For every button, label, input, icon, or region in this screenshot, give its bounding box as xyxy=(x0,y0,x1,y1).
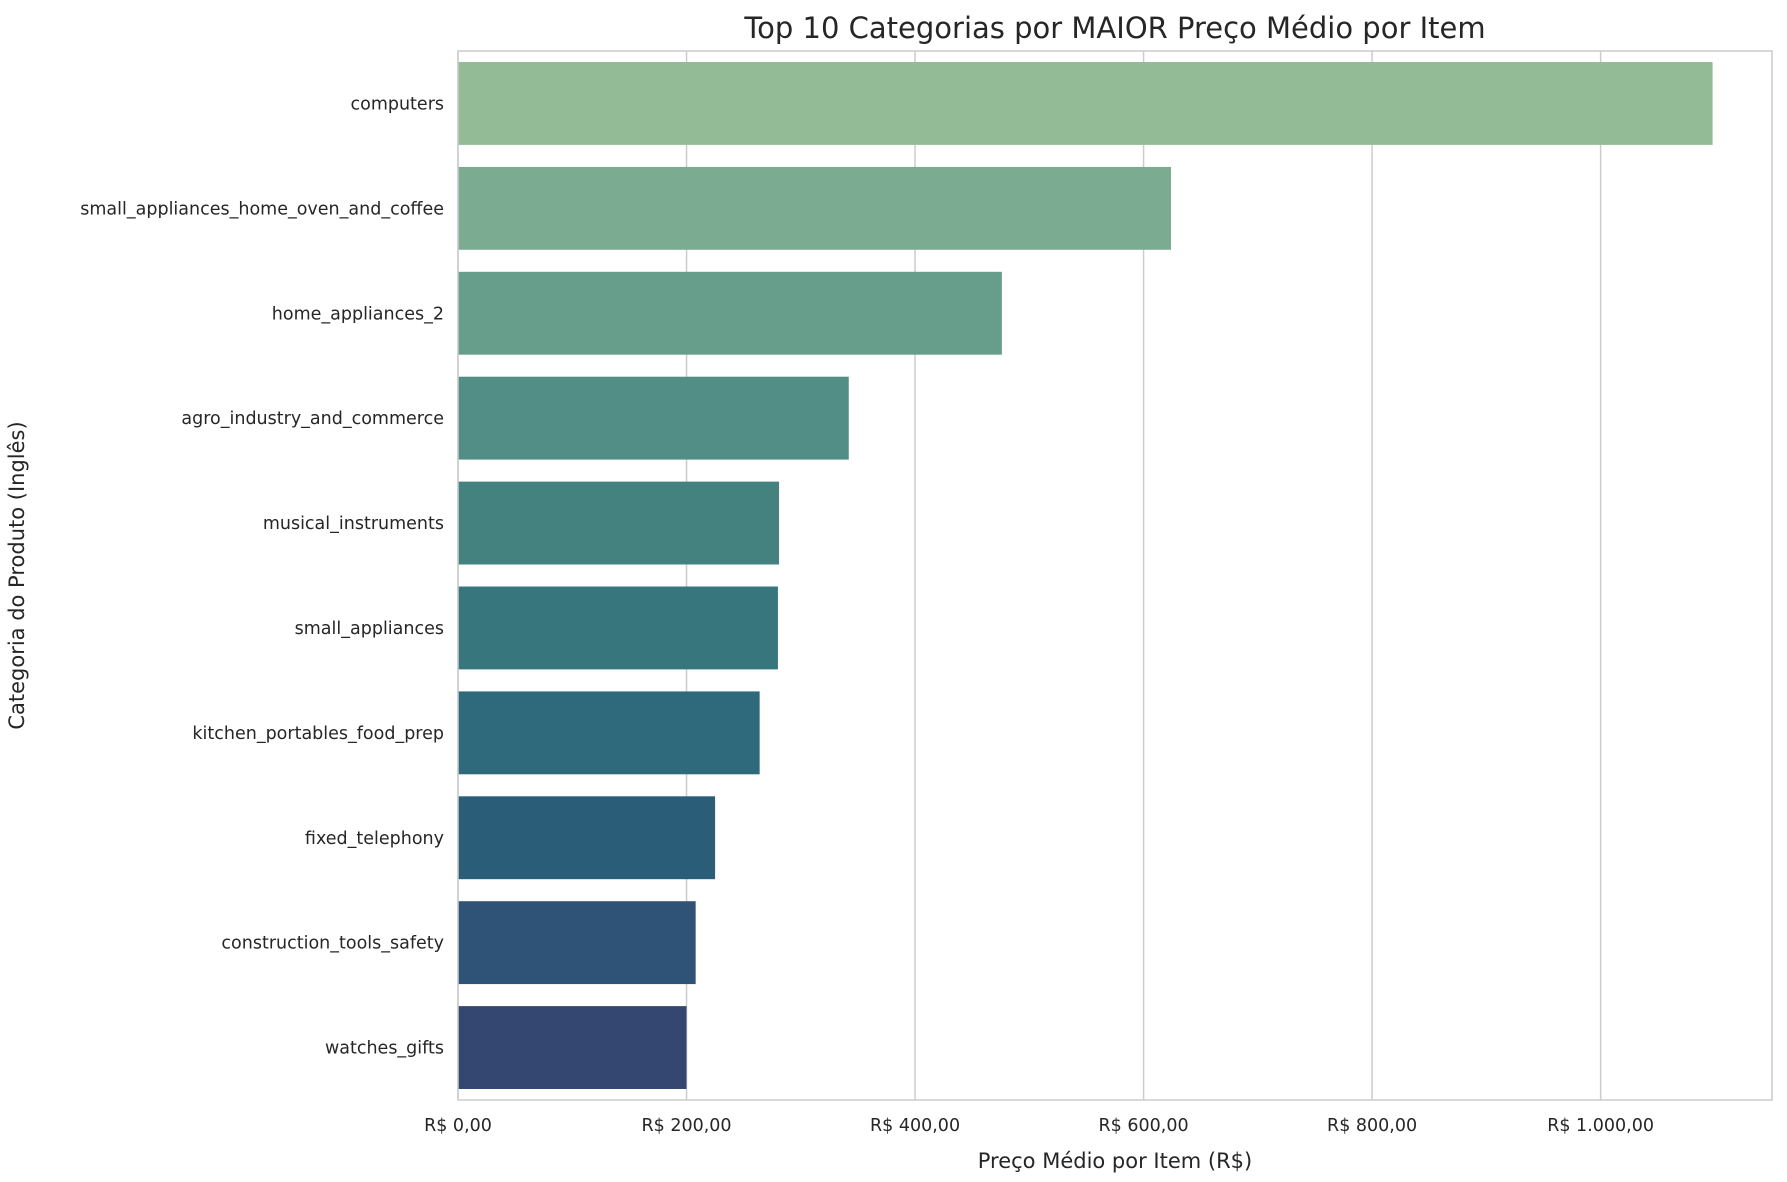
bar-home-appliances-2 xyxy=(458,271,1002,355)
bar-watches-gifts xyxy=(458,1006,687,1089)
x-tick-label: R$ 400,00 xyxy=(870,1116,960,1136)
category-label: musical_instruments xyxy=(263,514,444,534)
x-tick-label: R$ 200,00 xyxy=(641,1116,731,1136)
bar-small-appliances xyxy=(458,586,778,670)
chart-title: Top 10 Categorias por MAIOR Preço Médio … xyxy=(743,11,1485,45)
x-tick-label: R$ 800,00 xyxy=(1327,1116,1417,1136)
category-labels: computers small_appliances_home_oven_and_… xyxy=(80,94,444,1058)
x-tick-labels: R$ 0,00 R$ 200,00 R$ 400,00 R$ 600,00 R$ 800… xyxy=(424,1116,1654,1136)
category-label: home_appliances_2 xyxy=(272,304,444,324)
bar-kitchen-portables-food-prep xyxy=(458,691,760,775)
bar-fixed-telephony xyxy=(458,796,716,880)
bar-small-appliances-home-oven-and-coffee xyxy=(458,166,1171,250)
y-axis-label: Categoria do Produto (Inglês) xyxy=(5,421,29,729)
category-label: small_appliances_home_oven_and_coffee xyxy=(80,199,444,219)
bars xyxy=(458,62,1713,1089)
category-label: computers xyxy=(350,94,444,114)
category-label: agro_industry_and_commerce xyxy=(181,409,444,429)
category-label: watches_gifts xyxy=(325,1039,444,1059)
x-axis-label: Preço Médio por Item (R$) xyxy=(978,1149,1253,1173)
bar-computers xyxy=(458,62,1713,145)
bar-construction-tools-safety xyxy=(458,901,696,985)
x-tick-label: R$ 0,00 xyxy=(424,1116,492,1136)
category-label: construction_tools_safety xyxy=(221,934,444,954)
bar-musical-instruments xyxy=(458,481,780,565)
plot-frame xyxy=(457,50,1773,1101)
category-label: kitchen_portables_food_prep xyxy=(192,724,444,744)
x-tick-label: R$ 1.000,00 xyxy=(1547,1116,1654,1136)
category-label: fixed_telephony xyxy=(305,829,444,849)
bar-agro-industry-and-commerce xyxy=(458,376,849,460)
category-label: small_appliances xyxy=(295,619,444,639)
x-tick-label: R$ 600,00 xyxy=(1099,1116,1189,1136)
